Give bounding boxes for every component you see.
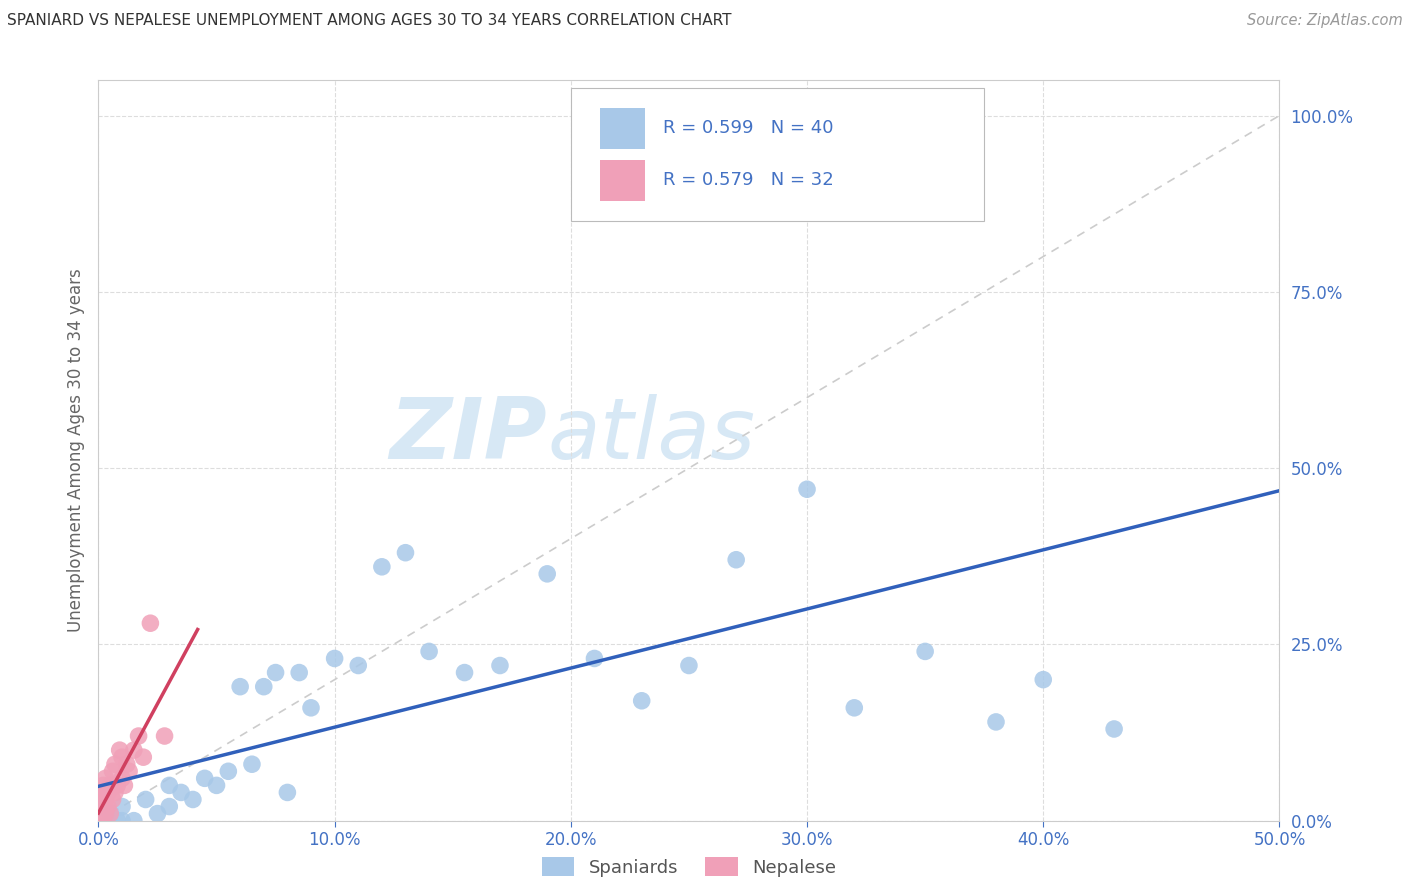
Point	[796, 482, 818, 496]
Point	[101, 792, 124, 806]
Point	[347, 658, 370, 673]
Point	[240, 757, 263, 772]
Point	[453, 665, 475, 680]
Point	[153, 729, 176, 743]
Point	[135, 792, 157, 806]
Point	[157, 799, 180, 814]
Point	[118, 764, 141, 779]
Point	[104, 785, 127, 799]
Point	[394, 546, 416, 560]
Point	[630, 694, 652, 708]
Point	[157, 778, 180, 792]
Point	[276, 785, 298, 799]
Point	[87, 814, 110, 828]
Point	[112, 778, 135, 792]
Point	[111, 799, 134, 814]
Text: atlas: atlas	[547, 394, 755, 477]
Point	[98, 806, 121, 821]
Point	[94, 806, 117, 821]
Point	[105, 778, 128, 792]
Point	[678, 658, 700, 673]
Point	[288, 665, 311, 680]
Point	[914, 644, 936, 658]
Y-axis label: Unemployment Among Ages 30 to 34 years: Unemployment Among Ages 30 to 34 years	[66, 268, 84, 632]
Point	[229, 680, 252, 694]
Point	[1102, 722, 1125, 736]
Point	[91, 778, 114, 792]
Point	[90, 799, 112, 814]
Point	[844, 701, 866, 715]
Point	[87, 806, 110, 821]
Point	[217, 764, 239, 779]
Point	[371, 559, 394, 574]
Point	[264, 665, 287, 680]
Point	[128, 729, 150, 743]
Point	[122, 814, 145, 828]
Point	[194, 772, 217, 786]
Point	[111, 772, 134, 786]
Text: Source: ZipAtlas.com: Source: ZipAtlas.com	[1247, 13, 1403, 29]
Point	[1032, 673, 1054, 687]
Point	[98, 806, 121, 821]
FancyBboxPatch shape	[571, 87, 984, 221]
Point	[98, 778, 121, 792]
Point	[90, 814, 112, 828]
Point	[111, 814, 134, 828]
Point	[105, 814, 128, 828]
Point	[115, 757, 138, 772]
Text: SPANIARD VS NEPALESE UNEMPLOYMENT AMONG AGES 30 TO 34 YEARS CORRELATION CHART: SPANIARD VS NEPALESE UNEMPLOYMENT AMONG …	[7, 13, 731, 29]
Point	[122, 743, 145, 757]
Point	[253, 680, 276, 694]
Point	[984, 714, 1007, 729]
Point	[418, 644, 440, 658]
Text: R = 0.579   N = 32: R = 0.579 N = 32	[664, 171, 834, 189]
Point	[108, 743, 131, 757]
Point	[87, 814, 110, 828]
Point	[111, 750, 134, 764]
Legend: Spaniards, Nepalese: Spaniards, Nepalese	[533, 848, 845, 886]
Point	[205, 778, 228, 792]
Point	[97, 799, 120, 814]
Point	[323, 651, 346, 665]
Point	[94, 772, 117, 786]
Text: R = 0.599   N = 40: R = 0.599 N = 40	[664, 120, 834, 137]
Point	[489, 658, 512, 673]
Point	[170, 785, 193, 799]
Point	[139, 616, 162, 631]
Point	[87, 785, 110, 799]
Point	[725, 553, 748, 567]
FancyBboxPatch shape	[600, 108, 645, 149]
Point	[91, 814, 114, 828]
Point	[91, 792, 114, 806]
Point	[536, 566, 558, 581]
Point	[583, 651, 606, 665]
Point	[104, 757, 127, 772]
Point	[299, 701, 322, 715]
Point	[101, 764, 124, 779]
Point	[146, 806, 169, 821]
Point	[132, 750, 155, 764]
Text: ZIP: ZIP	[389, 394, 547, 477]
FancyBboxPatch shape	[600, 160, 645, 201]
Point	[97, 785, 120, 799]
Point	[94, 792, 117, 806]
Point	[181, 792, 204, 806]
